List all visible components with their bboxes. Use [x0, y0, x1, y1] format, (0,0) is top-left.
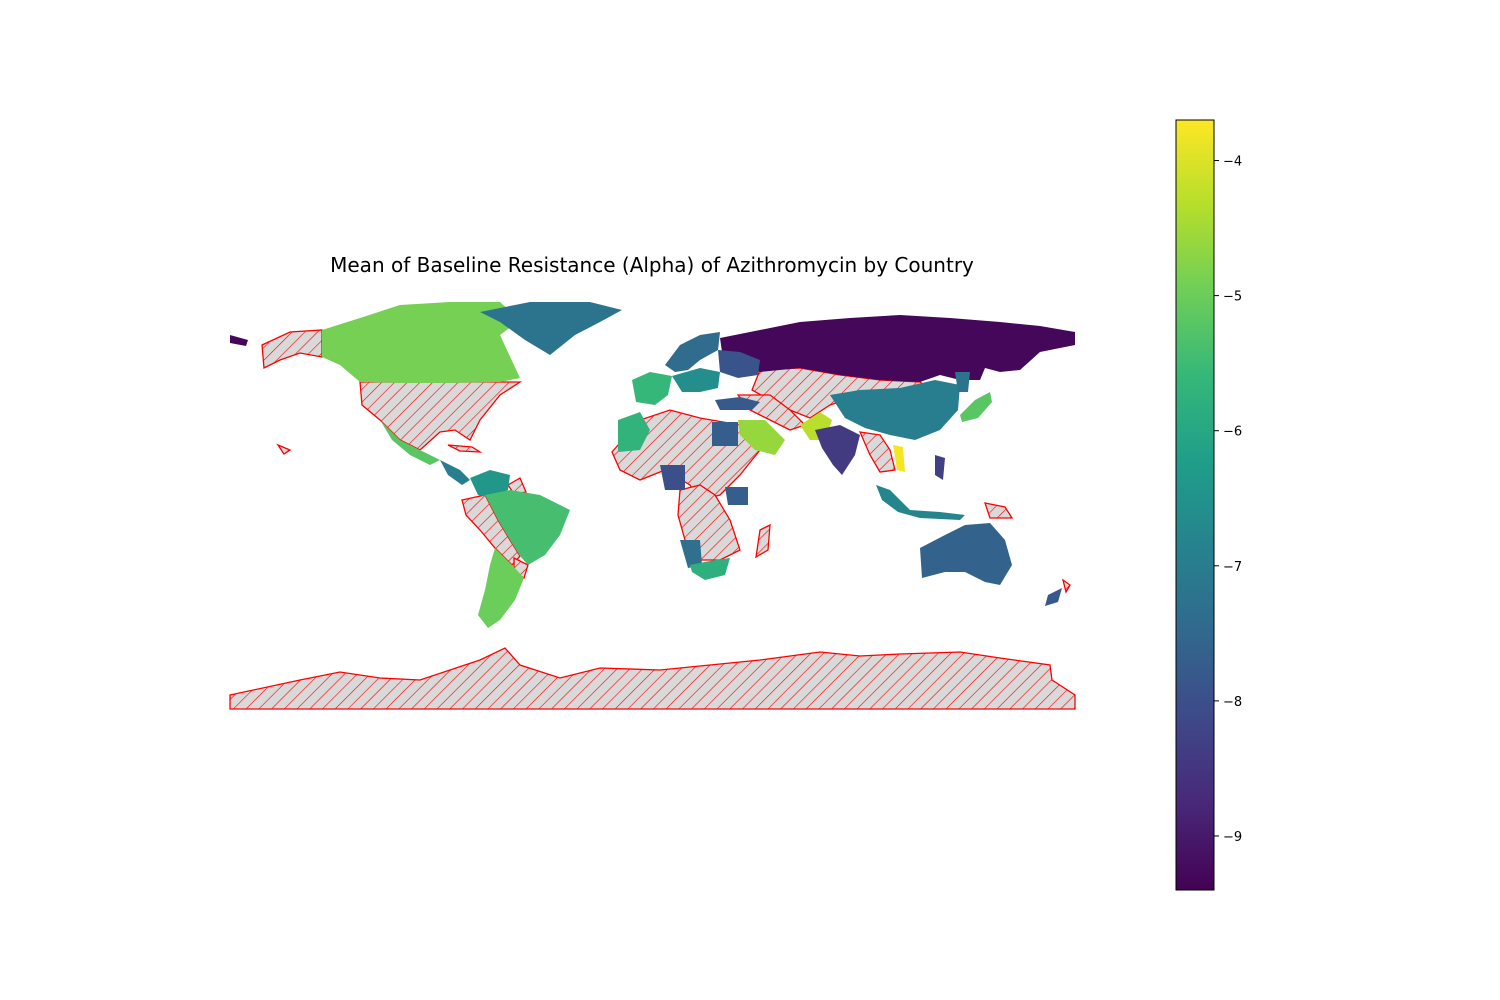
region-egypt — [712, 422, 738, 446]
region-philippines — [935, 455, 945, 480]
colorbar-tick-label: −9 — [1223, 830, 1242, 845]
region-madagascar — [755, 523, 771, 559]
region-india — [815, 425, 860, 475]
region-new-caledonia — [1061, 578, 1071, 594]
region-chile-argentina — [478, 548, 524, 628]
region-colombia-venezuela — [470, 470, 510, 498]
region-new-zealand — [1045, 588, 1062, 606]
region-hawaii — [276, 443, 292, 455]
region-vietnam — [893, 445, 905, 472]
world-map — [229, 302, 1076, 710]
region-northwest-africa — [618, 412, 650, 452]
region-saudi-arabia — [738, 420, 785, 455]
colorbar-tick-label: −5 — [1223, 290, 1242, 305]
region-brazil — [485, 490, 570, 565]
colorbar-tick-label: −8 — [1223, 695, 1242, 710]
region-australia — [920, 523, 1012, 585]
region-cuba — [447, 444, 483, 453]
region-indonesia — [876, 485, 965, 520]
region-east-africa — [725, 487, 748, 505]
colorbar-tick-label: −4 — [1223, 155, 1242, 170]
region-russia — [720, 315, 1075, 382]
region-scandinavia — [665, 332, 720, 372]
region-alaska-west — [230, 335, 248, 346]
region-japan — [960, 392, 992, 422]
map-title: Mean of Baseline Resistance (Alpha) of A… — [330, 253, 974, 277]
region-korea — [955, 372, 970, 392]
region-china — [830, 380, 960, 440]
colorbar-ticks: −4 −5 −6 −7 −8 −9 — [1214, 155, 1242, 845]
region-south-africa — [690, 558, 730, 580]
region-southern-africa — [680, 540, 702, 568]
region-mexico — [380, 420, 440, 465]
region-central-america — [440, 460, 470, 485]
region-southeast-asia — [858, 431, 896, 473]
region-usa — [359, 381, 523, 451]
colorbar: −4 −5 −6 −7 −8 −9 — [1175, 119, 1242, 891]
colorbar-tick-label: −7 — [1223, 560, 1242, 575]
region-canada — [322, 302, 520, 383]
region-alaska — [261, 329, 323, 370]
colorbar-gradient — [1175, 119, 1215, 891]
region-papua — [984, 502, 1014, 519]
region-west-africa — [660, 465, 685, 490]
region-western-europe — [632, 372, 672, 405]
region-greenland — [480, 302, 622, 355]
region-east-europe — [718, 350, 760, 378]
region-central-europe — [672, 368, 720, 392]
region-turkey — [715, 397, 760, 410]
colorbar-tick-label: −6 — [1223, 425, 1242, 440]
region-antarctica — [229, 647, 1076, 710]
